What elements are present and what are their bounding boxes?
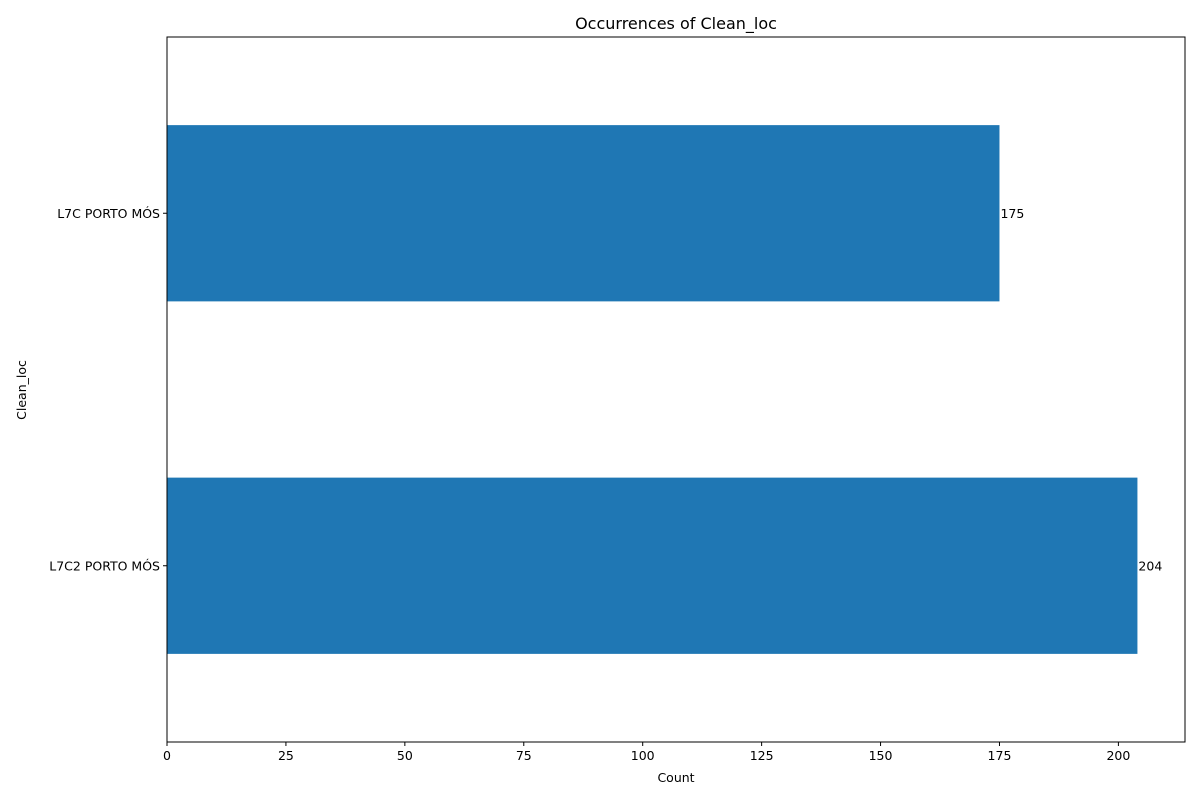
y-axis-ticks: L7C PORTO MÓS L7C2 PORTO MÓS bbox=[49, 206, 167, 573]
bar-data-label: 204 bbox=[1138, 558, 1162, 573]
bar bbox=[167, 125, 1000, 302]
chart-title: Occurrences of Clean_loc bbox=[575, 14, 777, 34]
x-tick-label: 75 bbox=[516, 748, 532, 763]
bar bbox=[167, 477, 1138, 654]
x-tick-label: 200 bbox=[1106, 748, 1130, 763]
x-tick-label: 100 bbox=[631, 748, 655, 763]
x-tick-label: 150 bbox=[869, 748, 893, 763]
x-tick-label: 50 bbox=[397, 748, 413, 763]
y-tick-label: L7C PORTO MÓS bbox=[57, 206, 160, 221]
x-tick-label: 25 bbox=[278, 748, 294, 763]
plot-frame bbox=[166, 36, 1186, 743]
x-tick-label: 125 bbox=[750, 748, 774, 763]
bars-layer bbox=[167, 125, 1138, 654]
x-tick-label: 0 bbox=[163, 748, 171, 763]
x-axis-ticks: 0 25 50 75 100 125 150 175 200 bbox=[163, 742, 1130, 763]
x-tick-label: 175 bbox=[988, 748, 1012, 763]
y-axis-label: Clean_loc bbox=[14, 360, 29, 420]
data-labels-layer: 175 204 bbox=[1000, 206, 1162, 574]
y-tick-label: L7C2 PORTO MÓS bbox=[49, 558, 160, 573]
bar-data-label: 175 bbox=[1000, 206, 1024, 221]
x-axis-label: Count bbox=[657, 770, 694, 785]
